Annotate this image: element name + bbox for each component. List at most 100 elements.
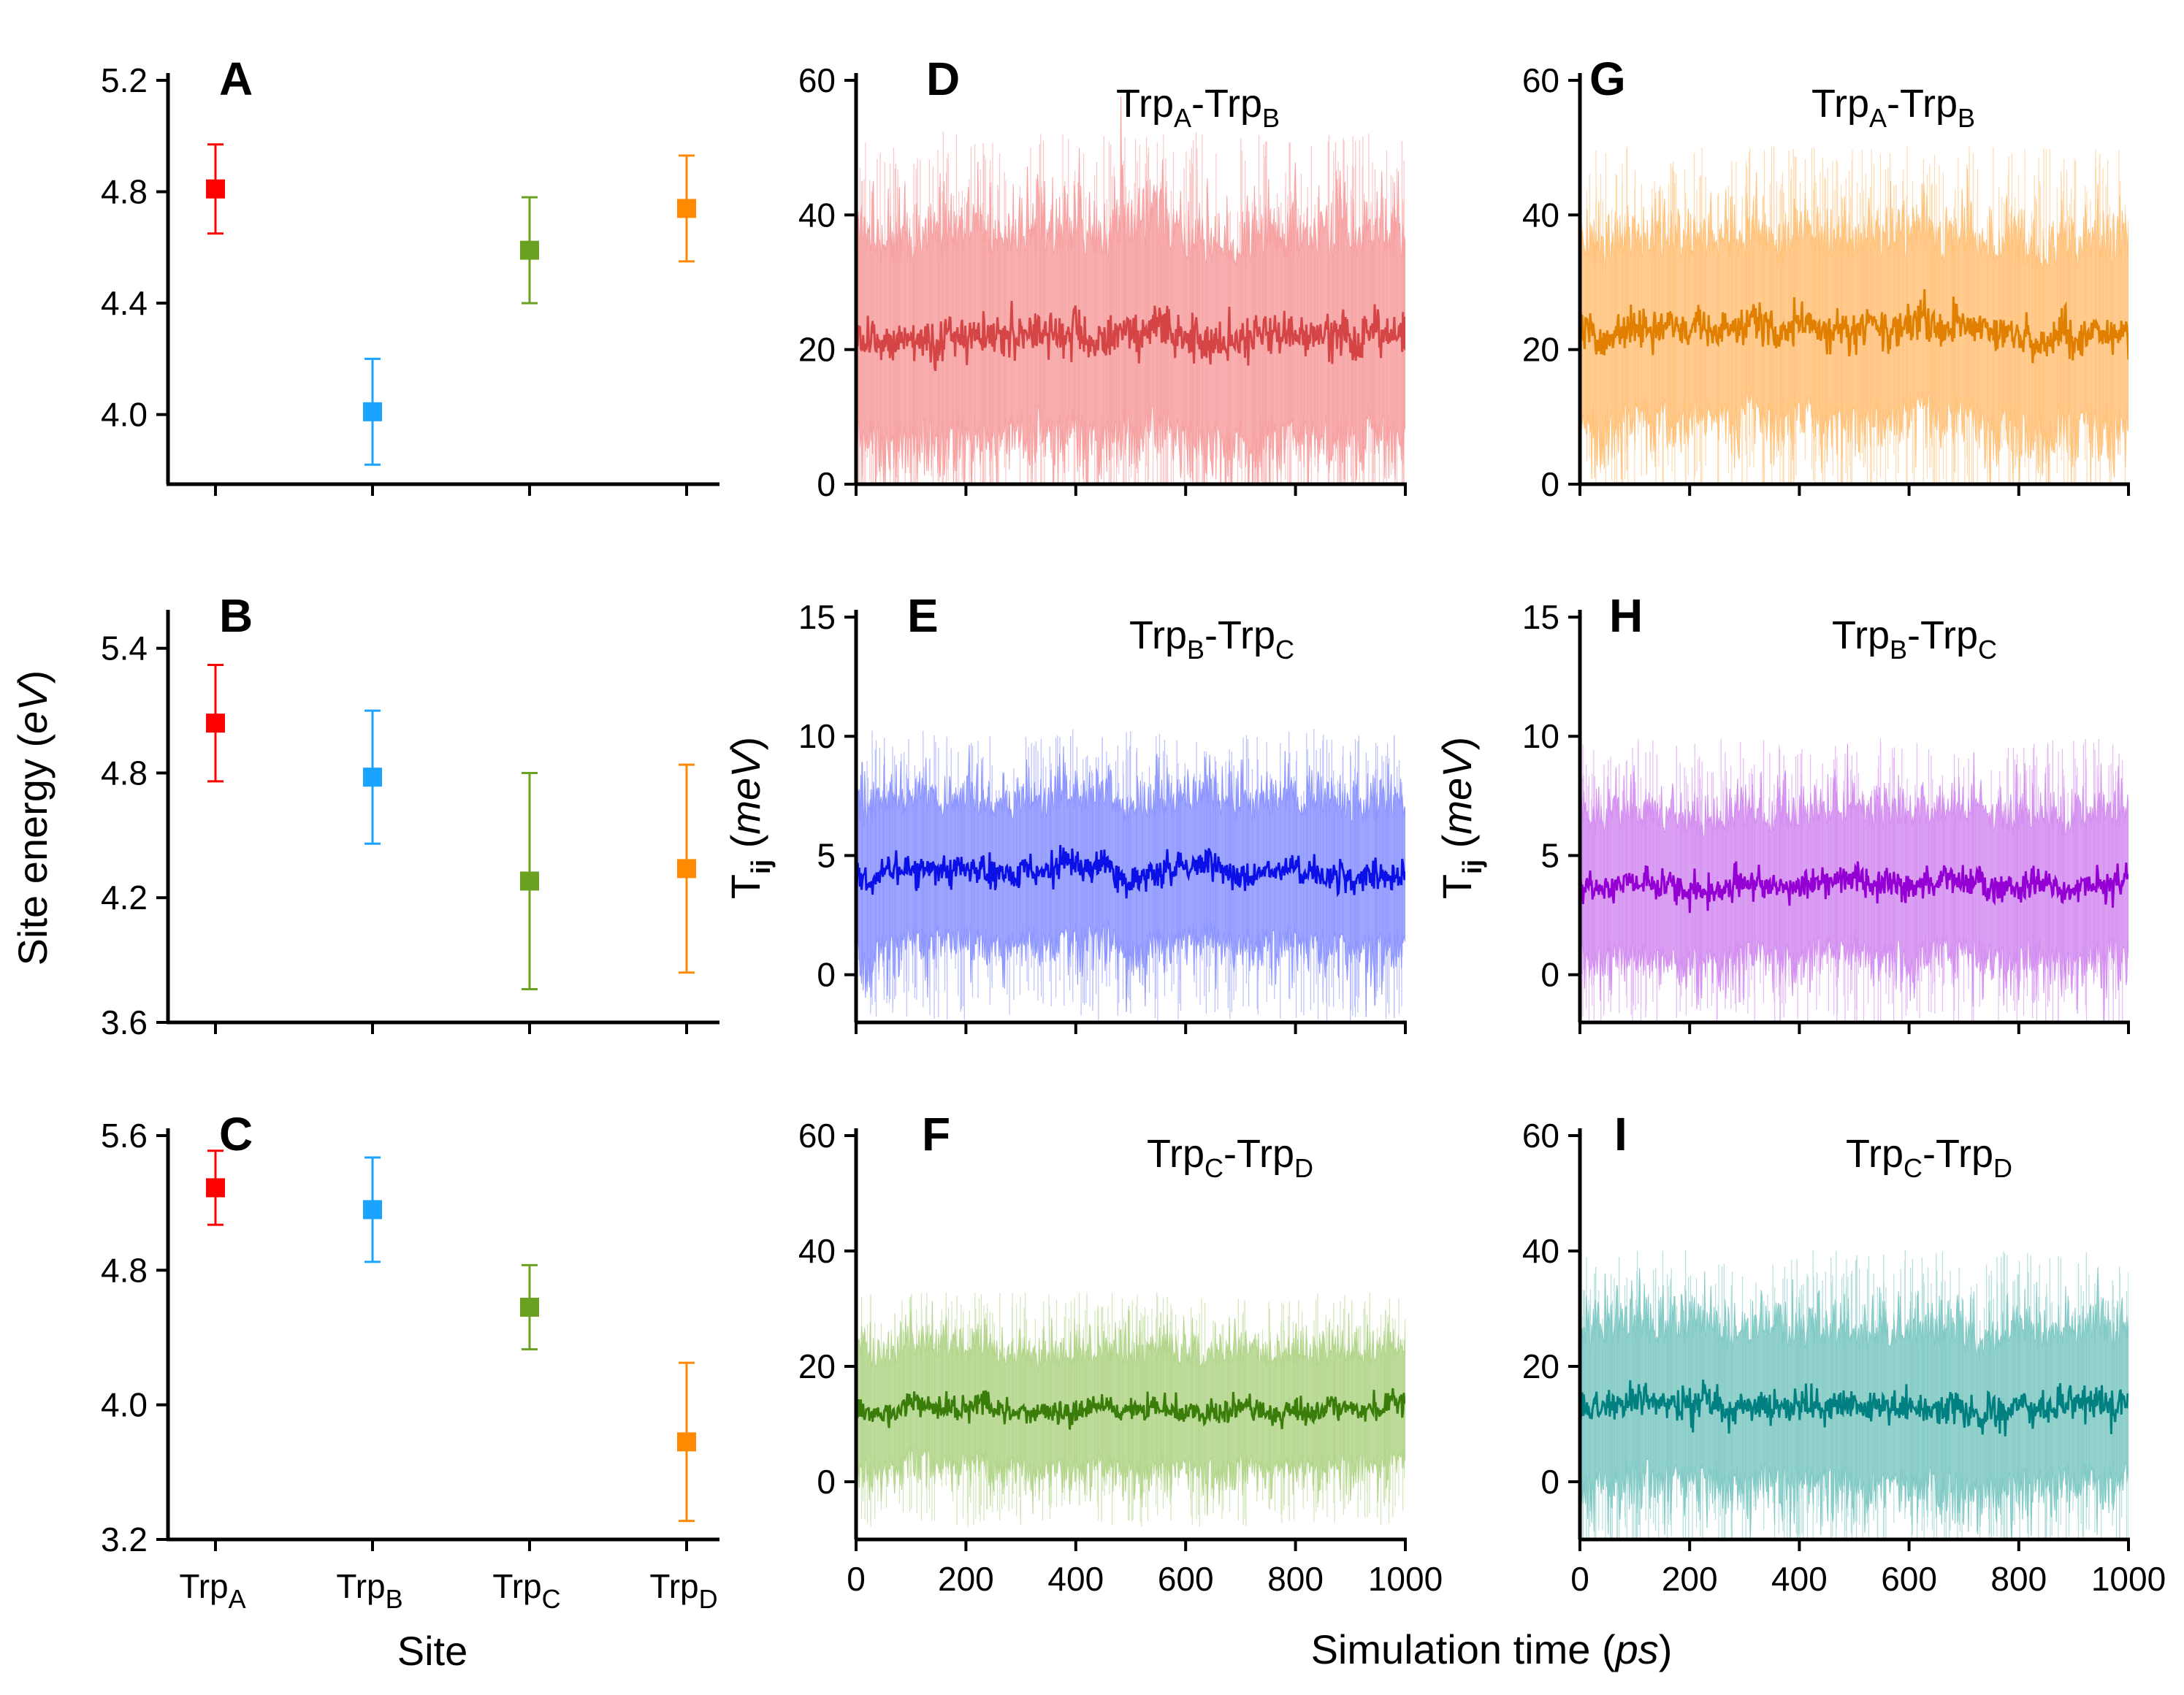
title-dash: -	[1191, 82, 1204, 126]
x-tick-label: 1000	[1368, 1560, 1443, 1598]
left-y-axis-label: Site energy (eV)	[9, 670, 56, 966]
title-sub: A	[1174, 103, 1191, 133]
series-mean-line	[856, 1388, 1405, 1430]
time-x-axis-label: Simulation time (ps)	[1311, 1626, 1673, 1672]
title-sub: B	[1958, 103, 1975, 133]
plot-area	[856, 1292, 1405, 1527]
y-tick-label: 20	[798, 331, 836, 369]
title-sub: D	[1993, 1153, 2012, 1183]
y-tick-label: 60	[1522, 1117, 1559, 1155]
title-sub: C	[1275, 635, 1294, 665]
tij-sub: ij	[1457, 860, 1487, 874]
title-part: Trp	[1218, 613, 1275, 657]
y-tick-label: 20	[1522, 331, 1559, 369]
y-tick-label: 0	[1540, 956, 1559, 994]
x-tick-label-sub: A	[229, 1584, 246, 1614]
x-tick-label: TrpD	[649, 1567, 717, 1614]
paren: )	[1434, 737, 1480, 751]
series-mean-line	[856, 300, 1405, 372]
y-tick-label: 4.8	[101, 173, 148, 211]
series-mean-line	[1580, 1380, 2128, 1436]
y-tick-label: 4.4	[101, 284, 148, 322]
plot-area	[856, 96, 1405, 484]
panel-label: G	[1589, 53, 1626, 105]
x-tick-label-base: Trp	[492, 1567, 541, 1605]
y-tick-label: 0	[1540, 465, 1559, 503]
panel-label: F	[922, 1108, 950, 1160]
title-sub: A	[1869, 103, 1887, 133]
title-part: Trp	[1811, 82, 1869, 126]
title-part: Trp	[1237, 1132, 1294, 1176]
left-y-axis-label-main: Site energy	[9, 747, 56, 965]
x-tick-label: 600	[1158, 1560, 1214, 1598]
x-tick-label: 800	[1267, 1560, 1324, 1598]
series-mean-line	[1580, 289, 2128, 364]
title-sub: D	[1294, 1153, 1313, 1183]
y-tick-label: 5.2	[101, 61, 148, 99]
y-tick-label: 5	[817, 836, 836, 874]
panel-title: TrpB-TrpC	[1129, 613, 1294, 665]
data-point-trpb	[363, 768, 382, 787]
paren: )	[1659, 1626, 1673, 1672]
tij-main: T	[1434, 874, 1480, 899]
plot-area	[1580, 1250, 2128, 1539]
plot-area	[1580, 738, 2128, 1022]
y-tick-label: 40	[1522, 196, 1559, 234]
site-axis-labels: TrpA TrpB TrpC TrpD	[179, 1567, 717, 1614]
x-tick-label: 1000	[2091, 1560, 2166, 1598]
panel-title: TrpA-TrpB	[1116, 82, 1280, 133]
y-tick-label: 4.0	[101, 396, 148, 434]
data-point-trpa	[206, 1178, 225, 1198]
y-tick-label: 4.8	[101, 754, 148, 792]
y-tick-label: 0	[1540, 1463, 1559, 1501]
title-part: Trp	[1900, 82, 1958, 126]
title-part: Trp	[1846, 1132, 1904, 1176]
y-tick-label: 15	[798, 598, 836, 636]
series-mean-line	[856, 845, 1405, 899]
plot-area	[1580, 146, 2128, 484]
time-label-unit: ps	[1614, 1626, 1659, 1672]
title-sub: B	[1187, 635, 1204, 665]
y-tick-label: 4.2	[101, 879, 148, 917]
x-tick-label-sub: D	[699, 1584, 718, 1614]
paren: (	[1434, 834, 1480, 860]
title-sub: B	[1890, 635, 1907, 665]
series-mean-line	[1580, 861, 2128, 914]
y-tick-label: 4.0	[101, 1386, 148, 1424]
data-point-trpa	[206, 179, 225, 199]
panel-label: D	[926, 53, 960, 105]
paren: )	[9, 670, 56, 684]
y-tick-label: 40	[1522, 1232, 1559, 1270]
x-tick-label: 200	[938, 1560, 994, 1598]
data-point-trpc	[520, 240, 539, 260]
y-tick-label: 40	[798, 1232, 836, 1270]
y-tick-label: 5.4	[101, 630, 148, 667]
y-tick-label: 20	[798, 1347, 836, 1385]
panel-title: TrpC-TrpD	[1846, 1132, 2012, 1183]
data-point-trpc	[520, 1298, 539, 1317]
tij-unit: meV	[722, 747, 768, 835]
tij-main: T	[722, 874, 768, 899]
y-tick-label: 15	[1522, 598, 1559, 636]
panel-label: E	[907, 589, 939, 642]
paren: (	[9, 733, 56, 747]
title-part: Trp	[1936, 1132, 1993, 1176]
x-tick-label: 400	[1047, 1560, 1104, 1598]
panel-label: B	[219, 589, 253, 642]
y-tick-label: 0	[817, 956, 836, 994]
tij-sub: ij	[746, 860, 776, 874]
title-dash: -	[1204, 613, 1218, 657]
y-tick-label: 60	[798, 61, 836, 99]
data-point-trpb	[363, 1200, 382, 1220]
data-point-trpd	[677, 199, 696, 218]
panel-c: 3.2 4.0 4.8 5.6 C	[101, 1108, 719, 1558]
x-tick-label: 800	[1990, 1560, 2047, 1598]
title-part: Trp	[1832, 613, 1890, 657]
y-tick-label: 5.6	[101, 1117, 148, 1155]
y-tick-label: 60	[798, 1117, 836, 1155]
paren: )	[722, 737, 768, 751]
paren: (	[1602, 1626, 1616, 1672]
